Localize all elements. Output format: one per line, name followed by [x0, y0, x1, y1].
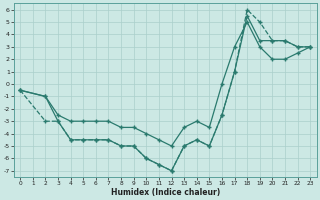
- X-axis label: Humidex (Indice chaleur): Humidex (Indice chaleur): [111, 188, 220, 197]
